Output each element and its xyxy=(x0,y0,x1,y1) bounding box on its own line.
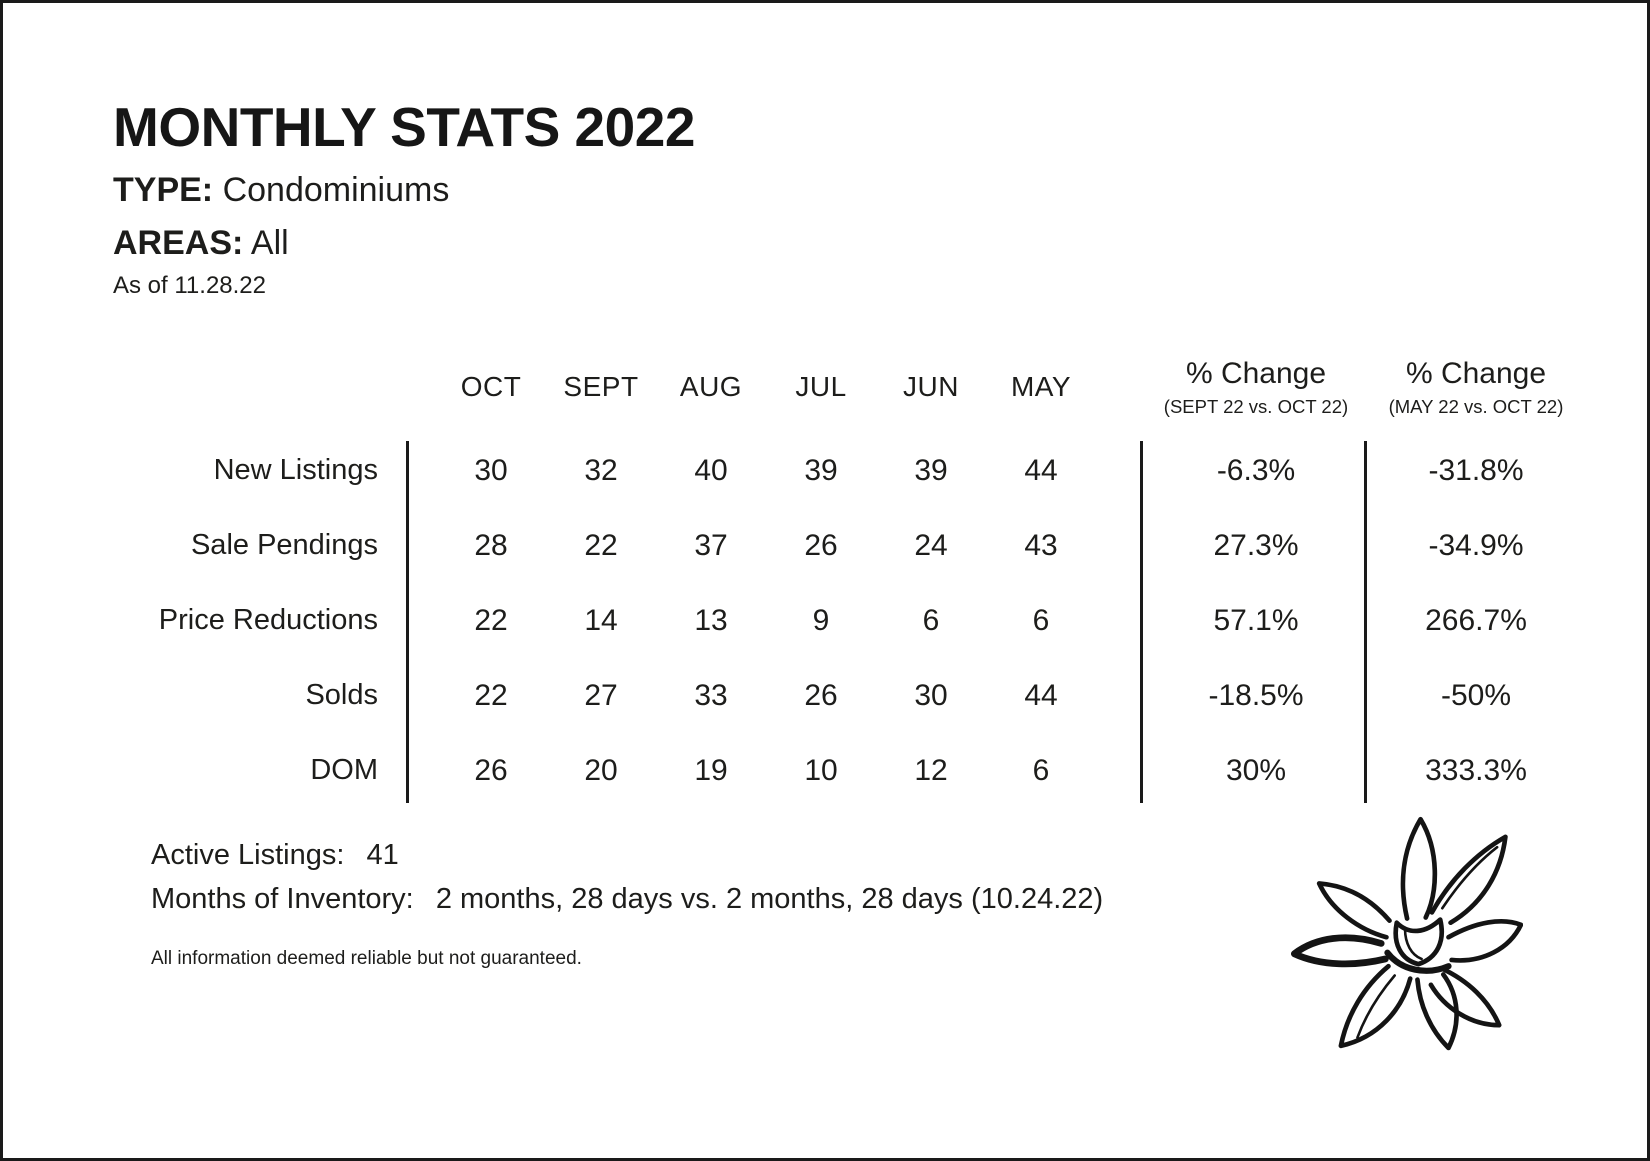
inventory-label: Months of Inventory: xyxy=(151,883,414,915)
column-header-aug: AUG xyxy=(679,371,743,402)
cell-value: 30 xyxy=(914,678,948,712)
footer-block: Active Listings: 41 Months of Inventory:… xyxy=(151,839,1103,970)
cell-change: 266.7% xyxy=(1425,603,1527,637)
active-listings-value: 41 xyxy=(366,839,399,871)
table-row-price-reductions: Price Reductions 22 14 13 9 6 6 57.1% 26… xyxy=(3,583,1647,658)
table-row-solds: Solds 22 27 33 26 30 44 -18.5% -50% xyxy=(3,658,1647,733)
type-value: Condominiums xyxy=(222,171,450,209)
change-header-subtitle: (MAY 22 vs. OCT 22) xyxy=(1388,395,1564,417)
cell-change: -31.8% xyxy=(1428,453,1524,487)
column-header-change-may-oct: % Change (MAY 22 vs. OCT 22) xyxy=(1371,357,1581,418)
cell-change: 30% xyxy=(1225,753,1287,787)
cell-value: 26 xyxy=(804,528,838,562)
cell-value: 20 xyxy=(584,753,618,787)
column-header-oct: OCT xyxy=(460,371,522,402)
column-header-jul: JUL xyxy=(795,371,847,402)
column-header-jun: JUN xyxy=(903,371,959,402)
cell-value: 39 xyxy=(804,453,838,487)
areas-label: AREAS: xyxy=(113,223,244,262)
cell-value: 43 xyxy=(1024,528,1058,562)
cell-value: 32 xyxy=(584,453,618,487)
cell-value: 19 xyxy=(694,753,728,787)
type-line: TYPE: Condominiums xyxy=(113,169,695,212)
cell-value: 30 xyxy=(474,453,508,487)
inventory-value: 2 months, 28 days vs. 2 months, 28 days … xyxy=(435,883,1104,915)
page-title: MONTHLY STATS 2022 xyxy=(113,96,695,158)
table-divider-change-1 xyxy=(1140,441,1143,803)
cell-value: 26 xyxy=(804,678,838,712)
cell-value: 40 xyxy=(694,453,728,487)
cell-value: 39 xyxy=(914,453,948,487)
cell-change: 57.1% xyxy=(1213,603,1299,637)
cell-value: 28 xyxy=(474,528,508,562)
cell-value: 22 xyxy=(584,528,618,562)
cell-value: 14 xyxy=(584,603,618,637)
cell-value: 24 xyxy=(914,528,948,562)
cell-change: -18.5% xyxy=(1208,678,1304,712)
row-label: DOM xyxy=(310,754,378,786)
cell-value: 22 xyxy=(474,603,508,637)
cell-value: 44 xyxy=(1024,678,1058,712)
disclaimer-text: All information deemed reliable but not … xyxy=(151,948,582,969)
cell-value: 6 xyxy=(1032,753,1050,787)
row-label: Sale Pendings xyxy=(190,529,378,561)
cell-value: 10 xyxy=(804,753,838,787)
change-header-title: % Change xyxy=(1185,356,1327,390)
active-listings-line: Active Listings: 41 xyxy=(151,839,1103,872)
header-block: MONTHLY STATS 2022 TYPE: Condominiums AR… xyxy=(113,95,695,300)
cell-value: 22 xyxy=(474,678,508,712)
table-divider-labels xyxy=(406,441,409,803)
cell-change: -50% xyxy=(1440,678,1512,712)
row-label: Price Reductions xyxy=(158,604,378,636)
areas-value: All xyxy=(250,223,289,262)
cell-value: 12 xyxy=(914,753,948,787)
table-row-sale-pendings: Sale Pendings 28 22 37 26 24 43 27.3% -3… xyxy=(3,508,1647,583)
column-header-sept: SEPT xyxy=(563,371,639,402)
cell-change: 333.3% xyxy=(1425,753,1527,787)
stats-table: OCT SEPT AUG JUL JUN MAY % Change (SEPT … xyxy=(3,341,1647,808)
active-listings-label: Active Listings: xyxy=(151,839,345,871)
table-row-dom: DOM 26 20 19 10 12 6 30% 333.3% xyxy=(3,733,1647,808)
row-label: New Listings xyxy=(213,454,378,486)
cell-value: 6 xyxy=(922,603,940,637)
cell-change: -6.3% xyxy=(1216,453,1296,487)
cell-change: 27.3% xyxy=(1213,528,1299,562)
cell-value: 33 xyxy=(694,678,728,712)
cell-change: -34.9% xyxy=(1428,528,1524,562)
table-header-row: OCT SEPT AUG JUL JUN MAY % Change (SEPT … xyxy=(3,341,1647,433)
type-label: TYPE: xyxy=(113,171,214,209)
magnolia-flower-icon xyxy=(1290,816,1523,1051)
months-of-inventory-line: Months of Inventory: 2 months, 28 days v… xyxy=(151,883,1103,916)
cell-value: 26 xyxy=(474,753,508,787)
as-of-date: As of 11.28.22 xyxy=(113,272,266,299)
change-header-title: % Change xyxy=(1405,356,1547,390)
cell-value: 6 xyxy=(1032,603,1050,637)
row-label: Solds xyxy=(305,679,378,711)
cell-value: 37 xyxy=(694,528,728,562)
cell-value: 44 xyxy=(1024,453,1058,487)
column-header-may: MAY xyxy=(1010,371,1072,402)
change-header-subtitle: (SEPT 22 vs. OCT 22) xyxy=(1163,395,1349,417)
table-row-new-listings: New Listings 30 32 40 39 39 44 -6.3% -31… xyxy=(3,433,1647,508)
column-header-change-sept-oct: % Change (SEPT 22 vs. OCT 22) xyxy=(1151,357,1361,418)
cell-value: 9 xyxy=(812,603,830,637)
cell-value: 13 xyxy=(694,603,728,637)
table-divider-change-2 xyxy=(1364,441,1367,803)
cell-value: 27 xyxy=(584,678,618,712)
areas-line: AREAS: All xyxy=(113,222,695,265)
